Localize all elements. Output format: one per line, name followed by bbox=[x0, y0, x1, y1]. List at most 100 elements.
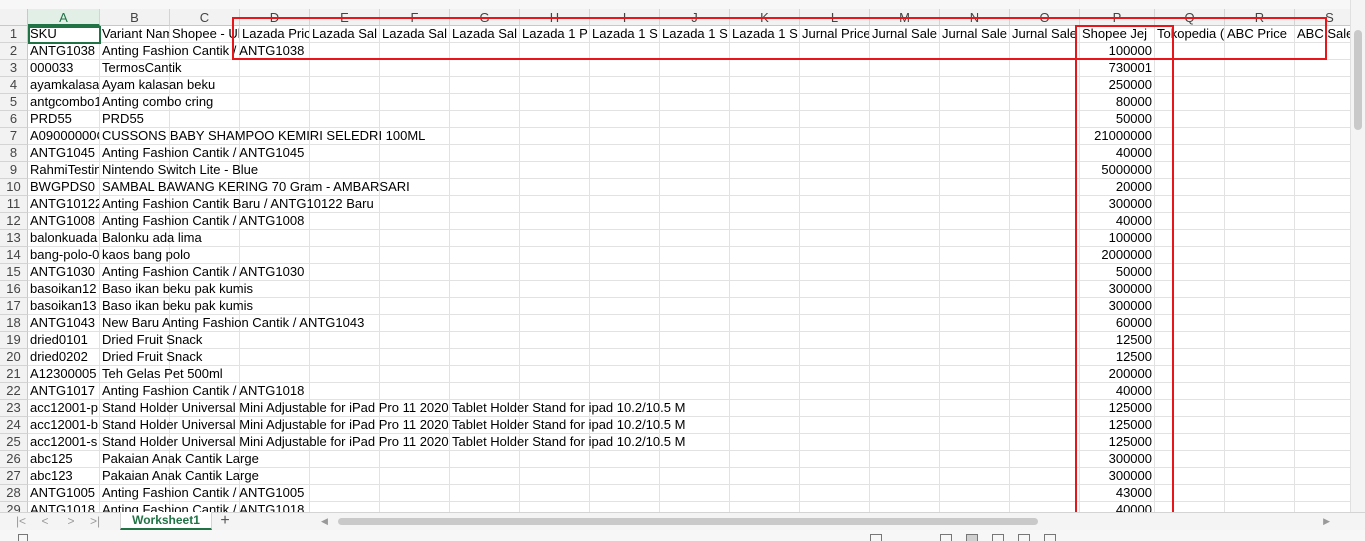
row-header[interactable]: 10 bbox=[0, 179, 28, 196]
empty-cell[interactable] bbox=[660, 383, 730, 400]
shopee-price-cell[interactable]: 50000 bbox=[1080, 264, 1155, 281]
empty-cell[interactable] bbox=[310, 332, 380, 349]
empty-cell[interactable] bbox=[450, 128, 520, 145]
empty-cell[interactable] bbox=[240, 128, 310, 145]
empty-cell[interactable] bbox=[1155, 213, 1225, 230]
empty-cell[interactable] bbox=[520, 213, 590, 230]
empty-cell[interactable] bbox=[450, 485, 520, 502]
empty-cell[interactable] bbox=[1155, 281, 1225, 298]
empty-cell[interactable] bbox=[1010, 366, 1080, 383]
shopee-price-cell[interactable]: 300000 bbox=[1080, 298, 1155, 315]
empty-cell[interactable] bbox=[520, 451, 590, 468]
sku-cell[interactable]: dried0202 bbox=[28, 349, 100, 366]
empty-cell[interactable] bbox=[520, 281, 590, 298]
empty-cell[interactable] bbox=[1010, 332, 1080, 349]
empty-cell[interactable] bbox=[520, 77, 590, 94]
shopee-price-cell[interactable]: 21000000 bbox=[1080, 128, 1155, 145]
column-header-o[interactable]: O bbox=[1010, 9, 1080, 26]
shopee-price-cell[interactable]: 250000 bbox=[1080, 77, 1155, 94]
empty-cell[interactable] bbox=[800, 230, 870, 247]
empty-cell[interactable] bbox=[1010, 196, 1080, 213]
empty-cell[interactable] bbox=[730, 247, 800, 264]
shopee-price-cell[interactable]: 125000 bbox=[1080, 400, 1155, 417]
empty-cell[interactable] bbox=[1225, 179, 1295, 196]
empty-cell[interactable] bbox=[170, 247, 240, 264]
empty-cell[interactable] bbox=[310, 230, 380, 247]
variant-name-cell[interactable]: Anting Fashion Cantik / ANTG1045 bbox=[100, 145, 305, 162]
horizontal-scroll-thumb[interactable] bbox=[338, 518, 1038, 525]
column-header-h[interactable]: H bbox=[520, 9, 590, 26]
empty-cell[interactable] bbox=[450, 111, 520, 128]
variant-name-cell[interactable]: Ayam kalasan beku bbox=[100, 77, 216, 94]
empty-cell[interactable] bbox=[660, 332, 730, 349]
empty-cell[interactable] bbox=[170, 298, 240, 315]
empty-cell[interactable] bbox=[870, 94, 940, 111]
empty-cell[interactable] bbox=[940, 213, 1010, 230]
empty-cell[interactable] bbox=[1225, 383, 1295, 400]
column-header-n[interactable]: N bbox=[940, 9, 1010, 26]
empty-cell[interactable] bbox=[800, 179, 870, 196]
empty-cell[interactable] bbox=[870, 213, 940, 230]
empty-cell[interactable] bbox=[380, 315, 450, 332]
empty-cell[interactable] bbox=[940, 230, 1010, 247]
empty-cell[interactable] bbox=[800, 247, 870, 264]
empty-cell[interactable] bbox=[310, 162, 380, 179]
empty-cell[interactable] bbox=[1010, 60, 1080, 77]
empty-cell[interactable] bbox=[940, 366, 1010, 383]
empty-cell[interactable] bbox=[590, 502, 660, 512]
header-cell[interactable]: Jurnal Sale bbox=[1010, 26, 1080, 43]
empty-cell[interactable] bbox=[1010, 230, 1080, 247]
empty-cell[interactable] bbox=[800, 349, 870, 366]
empty-cell[interactable] bbox=[450, 383, 520, 400]
empty-cell[interactable] bbox=[1155, 417, 1225, 434]
empty-cell[interactable] bbox=[310, 247, 380, 264]
empty-cell[interactable] bbox=[450, 502, 520, 512]
empty-cell[interactable] bbox=[380, 111, 450, 128]
row-header[interactable]: 25 bbox=[0, 434, 28, 451]
empty-cell[interactable] bbox=[170, 162, 240, 179]
empty-cell[interactable] bbox=[1010, 400, 1080, 417]
empty-cell[interactable] bbox=[380, 196, 450, 213]
empty-cell[interactable] bbox=[870, 264, 940, 281]
shopee-price-cell[interactable]: 100000 bbox=[1080, 43, 1155, 60]
row-header[interactable]: 14 bbox=[0, 247, 28, 264]
row-header[interactable]: 11 bbox=[0, 196, 28, 213]
first-sheet-nav-icon[interactable]: |< bbox=[15, 514, 27, 528]
empty-cell[interactable] bbox=[1295, 247, 1350, 264]
empty-cell[interactable] bbox=[940, 400, 1010, 417]
empty-cell[interactable] bbox=[1295, 213, 1350, 230]
empty-cell[interactable] bbox=[1155, 145, 1225, 162]
empty-cell[interactable] bbox=[310, 213, 380, 230]
empty-cell[interactable] bbox=[1155, 264, 1225, 281]
shopee-price-cell[interactable]: 125000 bbox=[1080, 434, 1155, 451]
empty-cell[interactable] bbox=[660, 485, 730, 502]
empty-cell[interactable] bbox=[940, 162, 1010, 179]
empty-cell[interactable] bbox=[800, 128, 870, 145]
sku-cell[interactable]: A09000000C bbox=[28, 128, 100, 145]
empty-cell[interactable] bbox=[660, 128, 730, 145]
empty-cell[interactable] bbox=[1295, 451, 1350, 468]
empty-cell[interactable] bbox=[1225, 502, 1295, 512]
view-icon-2[interactable] bbox=[940, 534, 952, 541]
empty-cell[interactable] bbox=[1010, 128, 1080, 145]
empty-cell[interactable] bbox=[1295, 196, 1350, 213]
empty-cell[interactable] bbox=[170, 400, 240, 417]
sku-cell[interactable]: ANTG1038 bbox=[28, 43, 100, 60]
row-header[interactable]: 13 bbox=[0, 230, 28, 247]
empty-cell[interactable] bbox=[660, 468, 730, 485]
empty-cell[interactable] bbox=[940, 145, 1010, 162]
sku-cell[interactable]: abc123 bbox=[28, 468, 100, 485]
empty-cell[interactable] bbox=[310, 349, 380, 366]
empty-cell[interactable] bbox=[940, 128, 1010, 145]
empty-cell[interactable] bbox=[1010, 451, 1080, 468]
empty-cell[interactable] bbox=[450, 94, 520, 111]
empty-cell[interactable] bbox=[590, 383, 660, 400]
empty-cell[interactable] bbox=[590, 145, 660, 162]
empty-cell[interactable] bbox=[940, 298, 1010, 315]
empty-cell[interactable] bbox=[870, 349, 940, 366]
empty-cell[interactable] bbox=[170, 366, 240, 383]
sku-cell[interactable]: ayamkalasa bbox=[28, 77, 100, 94]
empty-cell[interactable] bbox=[240, 94, 310, 111]
empty-cell[interactable] bbox=[800, 145, 870, 162]
empty-cell[interactable] bbox=[660, 349, 730, 366]
